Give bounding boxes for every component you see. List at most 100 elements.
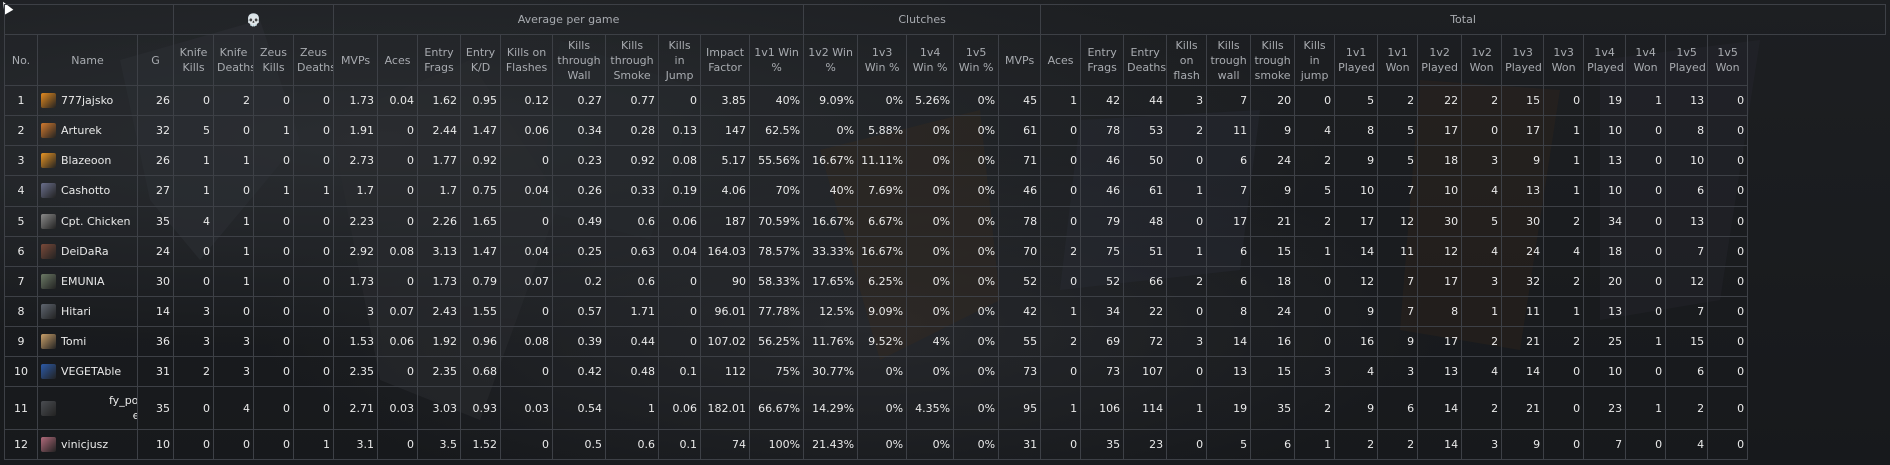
stat-cell: 0.03 — [500, 386, 554, 430]
column-header[interactable]: Kills on flash — [1166, 34, 1208, 86]
stat-cell: 0 — [293, 325, 335, 358]
column-header[interactable]: Name — [37, 34, 138, 86]
stat-cell: 1.7 — [417, 175, 462, 207]
table-row[interactable]: 1 777jajsko 26 0 2 0 0 1.73 0.04 1.62 0.95 0.12 0.27… — [4, 84, 1886, 117]
stat-cell: 3 — [1166, 84, 1208, 117]
stat-cell: 0.5 — [552, 428, 607, 461]
row-number: 8 — [4, 295, 38, 328]
column-header[interactable]: 1v2 Win % — [803, 34, 859, 86]
player-name-cell: VEGETAble — [37, 356, 138, 388]
column-header[interactable]: Entry Frags — [417, 34, 462, 86]
column-header[interactable]: Kills through Wall — [552, 34, 607, 86]
column-header[interactable]: 1v3 Won — [1543, 34, 1585, 86]
column-header[interactable]: 1v1 Played — [1334, 34, 1379, 86]
stat-cell: 95 — [998, 386, 1042, 430]
stat-cell: 164.03 — [700, 235, 751, 267]
column-header[interactable]: 1v2 Played — [1417, 34, 1463, 86]
stat-cell: 3.5 — [417, 428, 462, 461]
stat-cell: 2 — [1665, 386, 1709, 430]
stat-cell: 13 — [1501, 175, 1545, 207]
stat-cell: 0.34 — [552, 115, 607, 147]
stat-cell: 0.92 — [460, 145, 502, 177]
stat-cell: 9.52% — [857, 325, 908, 358]
stat-cell: 0% — [857, 386, 908, 430]
stat-cell: 0 — [658, 295, 702, 328]
column-header[interactable]: Kills trough wall — [1206, 34, 1252, 86]
stat-cell: 52 — [998, 265, 1042, 297]
stat-cell: 0 — [293, 295, 335, 328]
player-name-cell: Arturek — [37, 115, 138, 147]
column-header[interactable]: No. — [4, 34, 38, 86]
column-header[interactable]: 1v3 Played — [1501, 34, 1545, 86]
stat-cell: 1.62 — [417, 84, 462, 117]
stat-cell: 56.25% — [749, 325, 805, 358]
stat-cell: 10 — [1417, 175, 1463, 207]
table-row[interactable]: 7 EMUNIA 30 0 1 0 0 1.73 0 1.73 0.79 0.07 0.2 0.6 0 90 5… — [4, 265, 1886, 297]
column-header[interactable]: Entry Frags — [1080, 34, 1125, 86]
stat-cell: 1.7 — [333, 175, 379, 207]
column-header[interactable]: Kills on Flashes — [500, 34, 554, 86]
column-header[interactable]: 1v5 Won — [1707, 34, 1749, 86]
column-header[interactable]: Zeus Deaths — [293, 34, 335, 86]
stat-cell: 9 — [1501, 428, 1545, 461]
table-row[interactable]: 9 Tomi 36 3 3 0 0 1.53 0.06 1.92 0.96 0.08 0.39 0.44 0… — [4, 325, 1886, 358]
column-header[interactable]: Zeus Kills — [253, 34, 295, 86]
column-header[interactable]: 1v4 Win % — [906, 34, 955, 86]
column-header[interactable]: 1v1 Won — [1377, 34, 1419, 86]
stat-cell: 0 — [1461, 115, 1503, 147]
stat-cell: 46 — [1080, 175, 1125, 207]
avatar — [41, 273, 56, 289]
stat-cell: 0% — [906, 295, 955, 328]
column-header[interactable]: Kills in jump — [1294, 34, 1336, 86]
column-header[interactable]: Kills in Jump — [658, 34, 702, 86]
column-header[interactable]: 1v5 Played — [1665, 34, 1709, 86]
stat-cell: 0.13 — [658, 115, 702, 147]
column-header[interactable]: 1v4 Won — [1625, 34, 1667, 86]
table-row[interactable]: 12 vinicjusz 10 0 0 0 1 3.1 0 3.5 1.52 0 0.5 0.6 0.1 74… — [4, 428, 1886, 461]
table-row[interactable]: 2 Arturek 32 5 0 1 0 1.91 0 2.44 1.47 0.06 0.34 0.28 0… — [4, 115, 1886, 147]
column-header[interactable]: 1v5 Win % — [953, 34, 1000, 86]
column-header[interactable]: Entry Deaths — [1123, 34, 1168, 86]
player-name: fy_pool_day enjoyer — [109, 394, 138, 422]
column-header[interactable]: Knife Deaths — [213, 34, 255, 86]
stat-cell: 2 — [1461, 325, 1503, 358]
column-header[interactable]: Entry K/D — [460, 34, 502, 86]
table-row[interactable]: 10 VEGETAble 31 2 3 0 0 2.35 0 2.35 0.68 0 0.42 0.48 0… — [4, 356, 1886, 388]
column-header[interactable]: G — [136, 34, 175, 86]
column-header[interactable]: Aces — [377, 34, 419, 86]
stat-cell: 35 — [136, 386, 175, 430]
stat-cell: 11 — [1501, 295, 1545, 328]
column-header[interactable]: Kills through Smoke — [605, 34, 660, 86]
stat-cell: 0 — [1625, 235, 1667, 267]
stat-cell: 0 — [1625, 356, 1667, 388]
stat-cell: 0.06 — [658, 205, 702, 237]
column-header[interactable]: MVPs — [333, 34, 379, 86]
column-header[interactable]: MVPs — [998, 34, 1042, 86]
column-header[interactable]: 1v3 Win % — [857, 34, 908, 86]
stat-cell: 31 — [998, 428, 1042, 461]
table-row[interactable]: 8 Hitari 14 3 0 0 0 3 0.07 2.43 1.55 0 0.57 1.71 0 96.0… — [4, 295, 1886, 328]
stat-cell: 17 — [1417, 325, 1463, 358]
stat-cell: 7 — [1665, 295, 1709, 328]
stat-cell: 22 — [1123, 295, 1168, 328]
table-row[interactable]: 5 Cpt. Chicken 35 4 1 0 0 2.23 0 2.26 1.65 0 0.49 0.6… — [4, 205, 1886, 237]
table-row[interactable]: 6 DeiDaRa 24 0 1 0 0 2.92 0.08 3.13 1.47 0.04 0.25 0.… — [4, 235, 1886, 267]
column-header[interactable]: Kills trough smoke — [1250, 34, 1296, 86]
table-row[interactable]: 4 Cashotto 27 1 0 1 1 1.7 0 1.7 0.75 0.04 0.26 0.33 0.… — [4, 175, 1886, 207]
stat-cell: 1 — [605, 386, 660, 430]
column-header[interactable]: Aces — [1040, 34, 1082, 86]
table-row[interactable]: 3 Blazeoon 26 1 1 0 0 2.73 0 1.77 0.92 0 0.23 0.92 0.0… — [4, 145, 1886, 177]
column-header[interactable]: Knife Kills — [173, 34, 215, 86]
stat-cell: 0.08 — [658, 145, 702, 177]
column-header[interactable]: 1v2 Won — [1461, 34, 1503, 86]
column-header[interactable]: Impact Factor — [700, 34, 751, 86]
stat-cell: 0 — [1166, 295, 1208, 328]
stat-cell: 0 — [253, 235, 295, 267]
stat-cell: 0.63 — [605, 235, 660, 267]
column-header[interactable]: 1v4 Played — [1583, 34, 1627, 86]
stat-cell: 2.35 — [333, 356, 379, 388]
stat-cell: 0.2 — [552, 265, 607, 297]
player-stats-table: 💀 Average per game Clutches Total No. Name G K… — [3, 4, 1886, 461]
column-header[interactable]: 1v1 Win % — [749, 34, 805, 86]
